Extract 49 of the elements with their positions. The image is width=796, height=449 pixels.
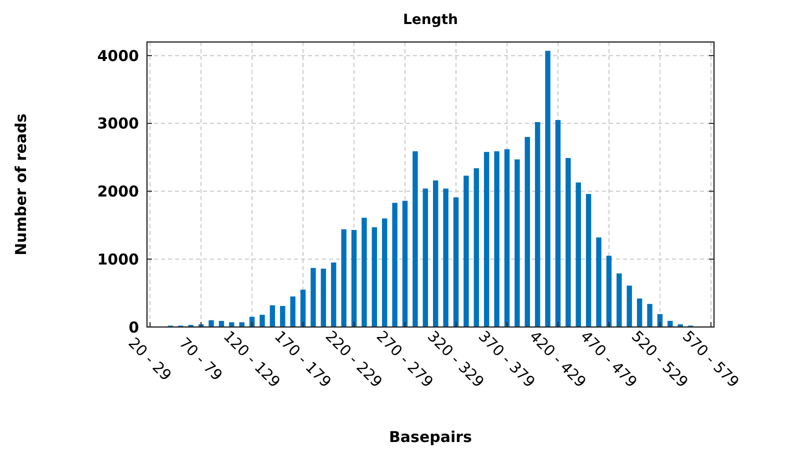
bar xyxy=(586,194,592,327)
bar xyxy=(576,182,581,327)
bar xyxy=(208,320,214,327)
bar xyxy=(392,202,398,327)
bar xyxy=(616,273,622,327)
bar xyxy=(443,188,448,327)
y-tick-label: 4000 xyxy=(97,46,139,65)
bar xyxy=(351,230,357,327)
bar xyxy=(260,314,265,327)
bar xyxy=(494,151,500,327)
bar xyxy=(647,304,652,327)
bar xyxy=(534,122,540,327)
bar xyxy=(382,218,388,327)
bar xyxy=(474,168,479,327)
bar xyxy=(331,262,336,327)
bar xyxy=(484,152,490,327)
x-axis-title: Basepairs xyxy=(389,428,472,446)
bar xyxy=(636,298,642,327)
bar xyxy=(290,296,296,327)
bar xyxy=(310,268,316,327)
bar xyxy=(626,286,632,327)
bar xyxy=(372,227,378,327)
chart-title: Length xyxy=(402,12,458,28)
bar xyxy=(412,151,418,327)
bar xyxy=(433,180,438,327)
y-tick-label: 3000 xyxy=(97,114,139,133)
bar xyxy=(320,268,326,327)
bar xyxy=(402,200,408,327)
bar xyxy=(545,50,550,327)
y-axis-title: Number of reads xyxy=(12,114,30,256)
x-tick-label: 20 - 29 xyxy=(124,334,176,384)
bar xyxy=(555,120,561,327)
bar xyxy=(606,256,612,327)
bar xyxy=(280,306,286,327)
bar xyxy=(524,137,530,327)
y-tick-label: 0 xyxy=(128,318,139,336)
bar xyxy=(341,229,346,327)
bar xyxy=(270,305,276,327)
bar xyxy=(464,176,469,327)
bar xyxy=(596,237,602,327)
y-tick-label: 2000 xyxy=(97,182,139,201)
bar xyxy=(422,188,428,327)
y-tick-label: 1000 xyxy=(97,250,139,268)
bar xyxy=(566,158,571,327)
bar xyxy=(300,290,306,327)
bar xyxy=(362,218,367,327)
bar xyxy=(453,197,459,327)
bar xyxy=(514,159,520,327)
bar xyxy=(504,149,510,327)
